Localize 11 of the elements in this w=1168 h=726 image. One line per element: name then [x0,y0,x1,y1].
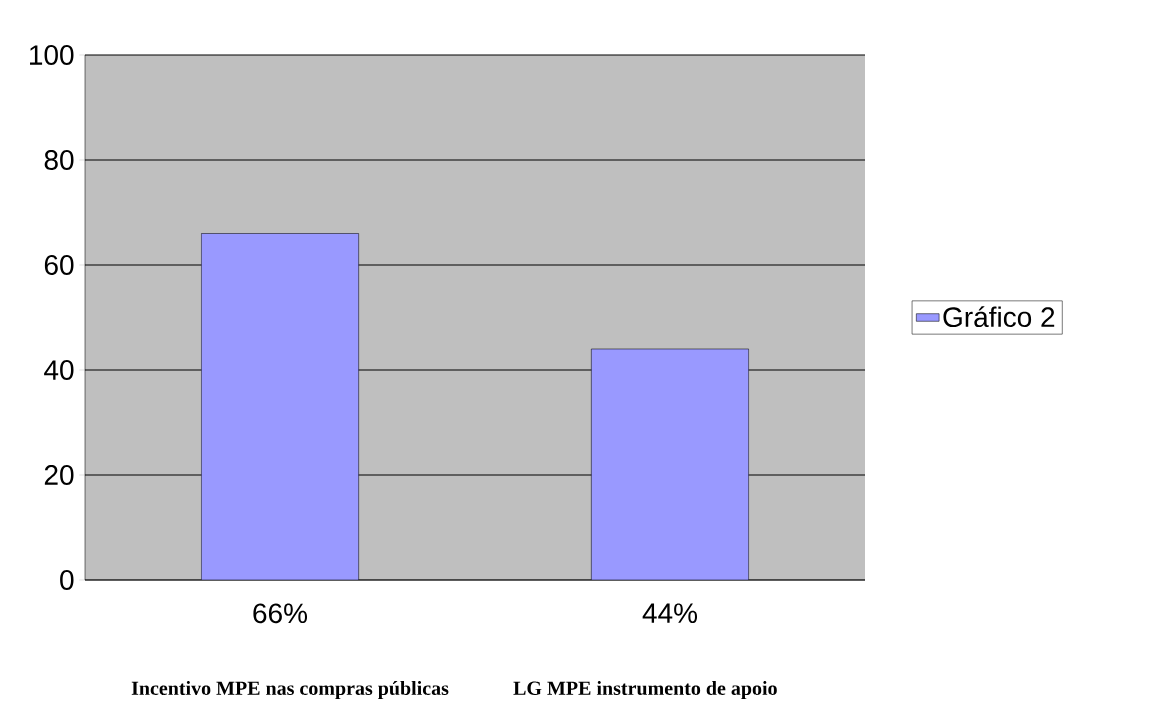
x-tick-label: 66% [253,603,308,624]
text: Incentivo MPE nas compras públicas [131,680,449,700]
y-tick-label: 0 [60,570,74,590]
y-tick-label: 20 [44,465,74,485]
y-tick-label: 60 [44,255,74,275]
x-tick-label: 44% [642,603,698,623]
text: LG MPE instrumento de apoio [513,680,777,700]
y-tick-label: 100 [30,45,74,65]
y-tick-label: 40 [44,360,74,380]
legend-label: Gráfico 2 [943,306,1055,328]
y-tick-label: 80 [44,150,74,170]
